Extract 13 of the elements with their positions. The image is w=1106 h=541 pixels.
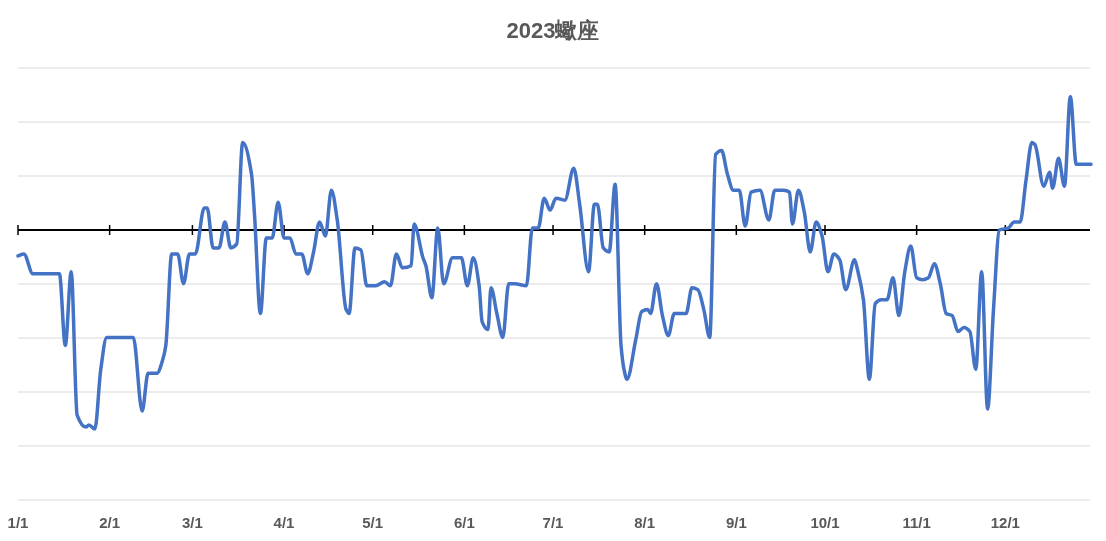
x-tick-label: 6/1 [453,514,475,531]
x-tick-label: 7/1 [542,514,564,531]
x-tick-label: 3/1 [181,514,203,531]
chart-title: 2023蠍座 [506,18,600,43]
x-tick-label: 10/1 [810,514,840,531]
x-tick-label: 9/1 [725,514,747,531]
x-tick-label: 5/1 [362,514,384,531]
x-tick-label: 11/1 [902,514,931,531]
x-tick-label: 1/1 [7,514,29,531]
x-tick-label: 8/1 [634,514,656,531]
x-tick-label: 2/1 [99,514,121,531]
x-tick-label: 4/1 [273,514,295,531]
x-tick-label: 12/1 [990,514,1020,531]
